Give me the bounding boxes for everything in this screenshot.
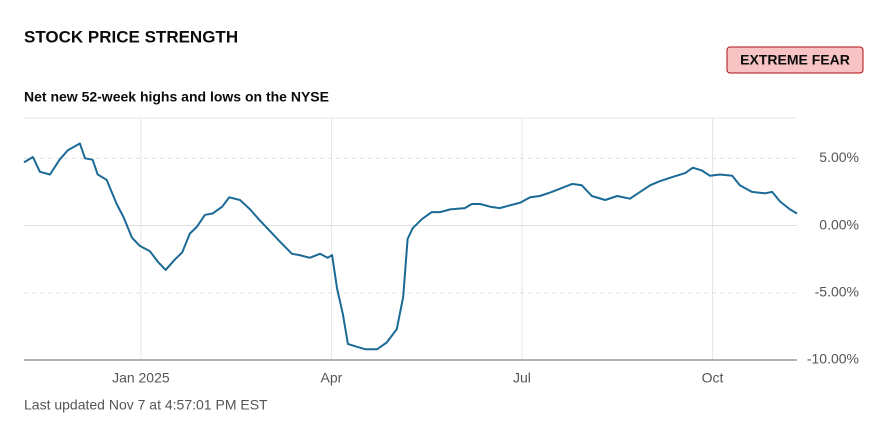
- badge: EXTREME FEAR: [740, 52, 850, 68]
- y-tick-label: 5.00%: [819, 149, 859, 165]
- y-tick-label: -5.00%: [815, 283, 859, 299]
- subtitle: Net new 52-week highs and lows on the NY…: [24, 89, 329, 105]
- x-tick-label: Jul: [513, 370, 531, 386]
- footer: Last updated Nov 7 at 4:57:01 PM EST: [24, 397, 268, 413]
- x-tick-label: Oct: [702, 370, 724, 386]
- y-tick-label: 0.00%: [819, 216, 859, 232]
- chart-title: STOCK PRICE STRENGTH: [24, 27, 238, 46]
- badge-box: [726, 46, 864, 74]
- x-tick-label: Jan 2025: [112, 370, 170, 386]
- line: [23, 142, 798, 351]
- x-tick-label: Apr: [321, 370, 343, 386]
- y-tick-label: -10.00%: [807, 351, 859, 367]
